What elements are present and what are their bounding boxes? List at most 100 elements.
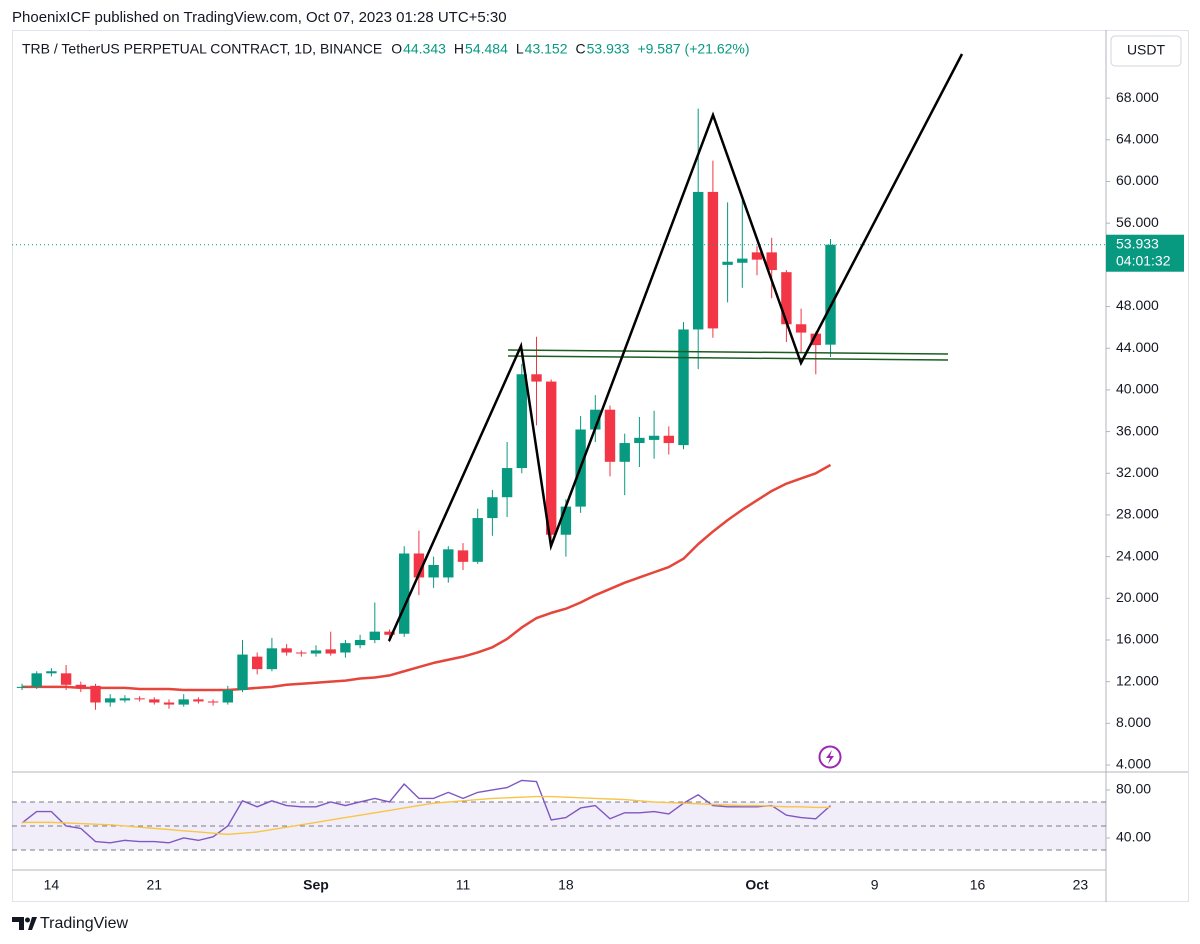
- candle-body: [766, 252, 777, 271]
- currency-label: USDT: [1127, 42, 1166, 58]
- y-tick-label: 4.000: [1116, 756, 1151, 772]
- last-price-label: 53.933: [1116, 235, 1159, 251]
- last-price-box: [1106, 234, 1184, 272]
- candle-body: [75, 684, 86, 688]
- footer-brand: TradingView: [40, 915, 128, 932]
- rsi-line: [22, 795, 831, 836]
- candle-body: [501, 468, 513, 498]
- publisher-line: PhoenixICF published on TradingView.com,…: [12, 9, 507, 26]
- candle-body: [472, 518, 483, 562]
- candle-body: [619, 443, 630, 462]
- ohlc-letter: O: [391, 41, 402, 57]
- chart-frame: [12, 30, 1189, 902]
- candle-body: [119, 698, 131, 701]
- candle-body: [560, 506, 572, 535]
- candle-body: [678, 329, 689, 446]
- x-tick-label: 9: [871, 877, 879, 893]
- y-tick-label: 60.000: [1116, 172, 1159, 188]
- candle-body: [296, 652, 307, 654]
- y-tick-label: 8.000: [1116, 714, 1151, 730]
- symbol-title: TRB / TetherUS PERPETUAL CONTRACT, 1D, B…: [22, 41, 382, 57]
- candle-body: [207, 701, 219, 703]
- candle-body: [149, 699, 160, 703]
- candle-body: [707, 191, 719, 329]
- candle-body: [16, 686, 28, 688]
- ohlc-value: 54.484: [465, 41, 508, 57]
- x-tick-label: 18: [558, 877, 574, 893]
- candle-body: [237, 654, 248, 690]
- candle-body: [222, 689, 233, 703]
- candle-body: [369, 631, 380, 640]
- x-tick-label: 14: [44, 877, 60, 893]
- candle-body: [46, 671, 57, 674]
- support-line: [507, 349, 949, 355]
- y-tick-label: 16.000: [1116, 631, 1159, 647]
- x-tick-label: 23: [1073, 877, 1089, 893]
- y-tick-label: 40.00: [1116, 829, 1151, 845]
- y-tick-label: 20.000: [1116, 589, 1159, 605]
- candle-body: [193, 699, 204, 702]
- x-tick-label: 11: [456, 877, 471, 893]
- candle-body: [340, 643, 351, 653]
- candle-body: [105, 698, 116, 703]
- x-tick-label: Oct: [745, 877, 769, 893]
- x-tick-label: Sep: [303, 877, 329, 893]
- ohlc-value: 53.933: [587, 41, 630, 57]
- candle-body: [531, 374, 542, 382]
- candle-body: [663, 435, 674, 444]
- candle-body: [737, 258, 748, 263]
- x-tick-label: 21: [147, 877, 163, 893]
- y-tick-label: 64.000: [1116, 131, 1159, 147]
- candle-body: [443, 549, 454, 578]
- change-value: +9.587 (+21.62%): [637, 41, 749, 57]
- candle-body: [604, 409, 616, 462]
- candle-body: [634, 437, 645, 444]
- rsi-line: [21, 779, 831, 844]
- y-tick-label: 80.00: [1116, 781, 1151, 797]
- candle-body: [825, 244, 836, 345]
- candle-body: [252, 656, 263, 670]
- candle-body: [266, 648, 278, 670]
- y-tick-label: 56.000: [1116, 214, 1159, 230]
- y-tick-label: 12.000: [1116, 672, 1159, 688]
- candle-body: [693, 191, 704, 330]
- y-tick-label: 40.000: [1116, 381, 1159, 397]
- candle-body: [60, 673, 72, 685]
- y-tick-label: 32.000: [1116, 464, 1159, 480]
- candle-body: [722, 261, 733, 265]
- candle-body: [546, 381, 557, 535]
- lightning-icon: [818, 745, 842, 769]
- ohlc-value: 44.343: [403, 41, 446, 57]
- candle-body: [457, 550, 469, 562]
- candle-body: [648, 435, 660, 440]
- y-tick-label: 36.000: [1116, 422, 1159, 438]
- y-tick-label: 48.000: [1116, 297, 1159, 313]
- candle-body: [354, 639, 366, 646]
- y-tick-label: 44.000: [1116, 339, 1159, 355]
- candle-body: [516, 374, 527, 469]
- candle-body: [487, 497, 498, 519]
- candle-body: [325, 649, 336, 654]
- y-tick-label: 68.000: [1116, 89, 1159, 105]
- candle-body: [413, 553, 425, 578]
- candle-body: [399, 553, 410, 634]
- candle-body: [134, 698, 145, 700]
- currency-button[interactable]: [1110, 35, 1182, 67]
- zigzag-drawing: [387, 53, 964, 642]
- tradingview-logo: [12, 917, 37, 930]
- candle-body: [810, 333, 821, 346]
- candle-body: [163, 702, 175, 705]
- drawings: [387, 53, 964, 642]
- x-tick-label: 16: [970, 877, 986, 893]
- y-tick-label: 28.000: [1116, 506, 1159, 522]
- candle-body: [178, 699, 189, 705]
- candle-body: [428, 564, 439, 578]
- ohlc-letter: C: [576, 41, 586, 57]
- ohlc-value: 43.152: [525, 41, 568, 57]
- candle-body: [31, 673, 42, 687]
- ohlc-letter: H: [454, 41, 464, 57]
- y-tick-label: 24.000: [1116, 547, 1159, 563]
- support-line: [507, 355, 949, 361]
- candle-body: [751, 252, 763, 260]
